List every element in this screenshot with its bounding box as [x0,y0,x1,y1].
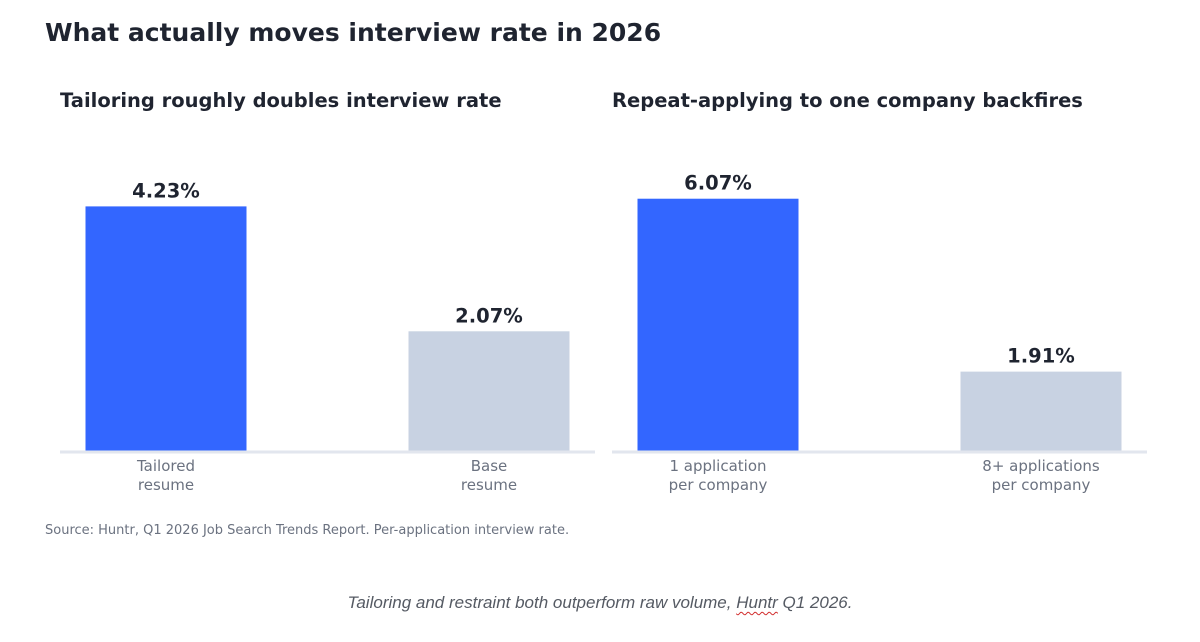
chart-2-bar-1 [637,198,799,451]
caption-text: Tailoring and restraint both outperform … [347,593,737,612]
chart-1-bar-2 [408,331,570,451]
chart-1-data-label-1: 4.23% [132,179,200,202]
chart-2-tick-label-1-line-2: per company [669,476,768,494]
chart-2-tick-label-2-line-1: 8+ applications [982,457,1100,475]
chart-2-bar-2 [960,371,1122,451]
chart-1-data-label-2: 2.07% [455,304,523,327]
chart-1-tick-label-1-line-2: resume [138,476,194,494]
chart-2-tick-label-1-line-1: 1 application [669,457,766,475]
chart-1-tick-label-2-line-2: resume [461,476,517,494]
figure-caption: Tailoring and restraint both outperform … [0,593,1200,613]
chart-2-data-label-1: 6.07% [684,172,752,195]
chart-2-tick-label-2-line-2: per company [992,476,1091,494]
caption-text-end: Q1 2026. [777,593,853,612]
figure-title: What actually moves interview rate in 20… [45,18,662,47]
chart-1-title: Tailoring roughly doubles interview rate [60,89,502,112]
chart-1-tick-label-2-line-1: Base [471,457,508,475]
source-note: Source: Huntr, Q1 2026 Job Search Trends… [45,523,570,538]
chart-2-title: Repeat-applying to one company backfires [612,89,1083,112]
chart-2-data-label-2: 1.91% [1007,345,1075,368]
chart-1-tick-label-1-line-1: Tailored [136,457,195,475]
chart-1-bar-1 [85,206,247,451]
caption-misspelled-word: Huntr [736,593,778,612]
